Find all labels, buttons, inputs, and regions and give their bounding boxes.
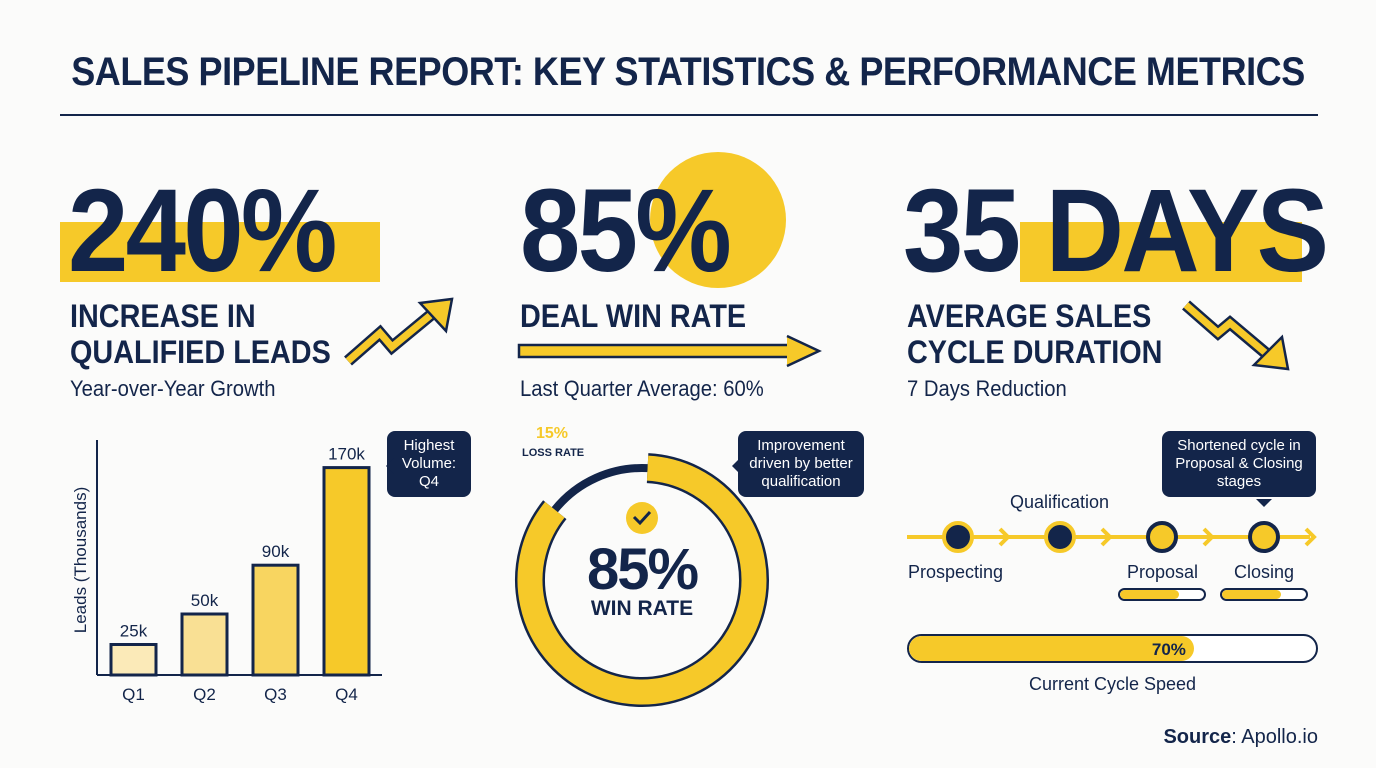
bar-value-label: 170k [328,445,365,464]
check-badge [626,502,658,534]
callout-line: Improvement [757,437,845,454]
loss-rate-value: 15% [536,425,569,442]
divider [60,114,1318,116]
stat-winrate-note: Last Quarter Average: 60% [520,376,764,401]
cycle-speed-value: 70% [1151,640,1186,659]
callout-line: stages [1216,473,1262,490]
stat-leads-line2: QUALIFIED LEADS [70,334,331,370]
highlight-circle [650,152,786,288]
callout-line: Q4 [418,473,439,490]
chevron-right-icon [1202,527,1215,547]
stat-cycle-line2: CYCLE DURATION [907,334,1163,370]
right-arrow-icon [517,334,822,368]
loss-rate-label: LOSS RATE [522,447,585,459]
x-tick-label: Q4 [335,685,358,704]
chevron-right-icon [1100,527,1113,547]
bar-q2 [180,612,229,677]
bar-value-label: 90k [262,542,290,561]
stage-label-qualification: Qualification [1010,492,1110,512]
callout-line: Volume: [401,455,457,472]
callout-line: driven by better [749,455,853,472]
check-icon [632,510,652,526]
progress-fill [1120,590,1179,599]
callout-pointer [724,458,740,474]
y-axis-label: Leads (Thousands) [71,487,90,633]
highlight-band [60,222,380,282]
sales-cycle-timeline [907,521,1317,553]
stage-label-prospecting: Prospecting [908,562,1004,582]
cycle-speed-fill: 70% [909,636,1194,661]
stage-node [1146,521,1178,553]
bar-q1 [109,643,158,677]
win-rate-label: WIN RATE [590,597,694,620]
callout-line: Highest [403,437,455,454]
bar-q4 [322,466,371,677]
source-value: : Apollo.io [1231,726,1318,748]
stat-leads-line1: INCREASE IN [70,298,256,334]
bar-value-label: 25k [120,622,148,641]
stage-node [1044,521,1076,553]
stat-winrate-value: 85% [520,165,732,297]
stat-leads-value: 240% [68,165,337,297]
highlight-band [1020,222,1302,282]
cycle-speed-bar: 70% [907,634,1318,663]
cycle-speed-label: Current Cycle Speed [1028,674,1197,694]
stat-cycle-note: 7 Days Reduction [907,376,1067,401]
stat-leads-note: Year-over-Year Growth [70,376,276,401]
stage-label-closing: Closing [1234,562,1295,582]
timeline-callout: Shortened cycle in Proposal & Closing st… [1162,431,1316,497]
stat-cycle-value: 35 DAYS [903,172,1329,290]
loss-rate-arc [551,464,648,513]
stat-cycle-unit: DAYS [1045,165,1329,297]
stage-node [942,521,974,553]
stage-label-proposal: Proposal [1127,562,1199,582]
donut-callout: Improvement driven by better qualificati… [738,431,864,497]
callout-pointer [378,458,394,474]
source-label: Source [1163,726,1232,748]
stage-node [1248,521,1280,553]
win-rate-donut [515,453,769,707]
x-tick-label: Q1 [122,685,145,704]
stat-cycle-number: 35 [903,165,1021,297]
leads-bar-chart: Leads (Thousands) 25k Q1 50k Q2 90k Q3 170k Q4 [71,440,382,704]
trend-down-arrow-icon [1182,300,1290,371]
stat-winrate-line1: DEAL WIN RATE [520,298,747,334]
proposal-progress [1118,588,1206,601]
progress-fill [1222,590,1281,599]
win-rate-arc [517,455,767,705]
bar-q3 [251,563,300,677]
trend-up-arrow-icon [344,297,454,366]
callout-line: qualification [761,473,841,490]
x-tick-label: Q3 [264,685,287,704]
page-title: SALES PIPELINE REPORT: KEY STATISTICS & … [71,50,1305,94]
win-rate-value: 85% [586,537,699,602]
callout-pointer [1256,499,1272,515]
bar-callout: Highest Volume: Q4 [387,431,471,497]
chevron-right-icon [998,527,1011,547]
callout-line: Shortened cycle in [1177,437,1301,454]
x-tick-label: Q2 [193,685,216,704]
bar-value-label: 50k [191,591,219,610]
stat-cycle-line1: AVERAGE SALES [907,298,1152,334]
callout-line: Proposal & Closing [1175,455,1303,472]
closing-progress [1220,588,1308,601]
chevron-right-icon [1304,527,1317,547]
source-note: Source: Apollo.io [1163,726,1318,749]
